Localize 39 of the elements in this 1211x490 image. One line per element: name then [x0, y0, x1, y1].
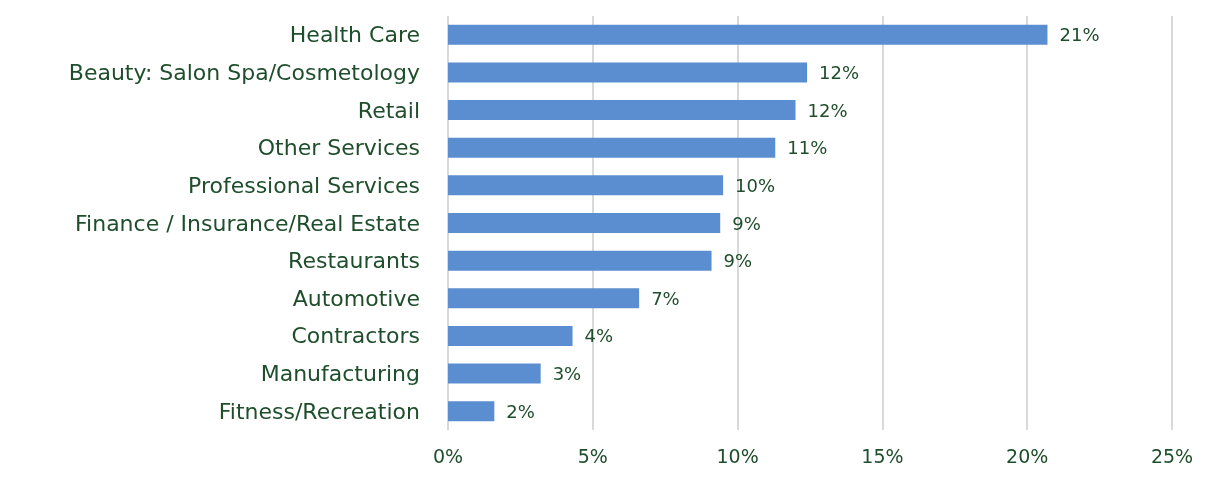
- data-label: 12%: [807, 99, 848, 121]
- y-tick-label: Manufacturing: [260, 361, 420, 387]
- x-tick-label: 20%: [1006, 444, 1049, 467]
- bar: [448, 213, 721, 233]
- data-label: 12%: [819, 61, 860, 83]
- data-label: 9%: [723, 250, 753, 272]
- x-tick-label: 15%: [861, 444, 904, 467]
- y-tick-label: Retail: [357, 97, 420, 123]
- y-tick-label: Contractors: [291, 323, 420, 349]
- data-label: 2%: [506, 400, 535, 422]
- y-tick-label: Health Care: [289, 22, 420, 48]
- y-tick-label: Automotive: [292, 285, 420, 311]
- bar: [448, 175, 724, 196]
- x-tick-label: 10%: [716, 444, 759, 467]
- bar: [448, 62, 808, 83]
- bar: [448, 288, 640, 309]
- data-label: 11%: [787, 137, 828, 159]
- data-label: 21%: [1059, 24, 1100, 46]
- y-tick-label: Fitness/Recreation: [218, 398, 420, 424]
- bar: [448, 137, 776, 158]
- data-label: 7%: [651, 287, 680, 309]
- x-tick-label: 5%: [577, 444, 608, 467]
- bar: [448, 250, 712, 271]
- data-label: 9%: [732, 212, 761, 234]
- y-tick-label: Beauty: Salon Spa/Cosmetology: [68, 59, 420, 85]
- y-tick-label: Professional Services: [188, 172, 420, 198]
- x-tick-label: 25%: [1150, 444, 1194, 467]
- data-label: 10%: [735, 174, 776, 196]
- y-tick-label: Finance / Insurance/Real Estate: [75, 210, 420, 236]
- bar: [448, 325, 573, 346]
- bar: [448, 24, 1048, 45]
- data-label: 3%: [552, 363, 582, 385]
- bar: [448, 100, 796, 121]
- bar: [448, 363, 541, 384]
- y-tick-label: Restaurants: [288, 248, 420, 274]
- y-tick-label: Other Services: [257, 135, 420, 161]
- x-tick-label: 0%: [432, 444, 464, 467]
- data-label: 4%: [584, 325, 614, 347]
- bar: [448, 401, 495, 422]
